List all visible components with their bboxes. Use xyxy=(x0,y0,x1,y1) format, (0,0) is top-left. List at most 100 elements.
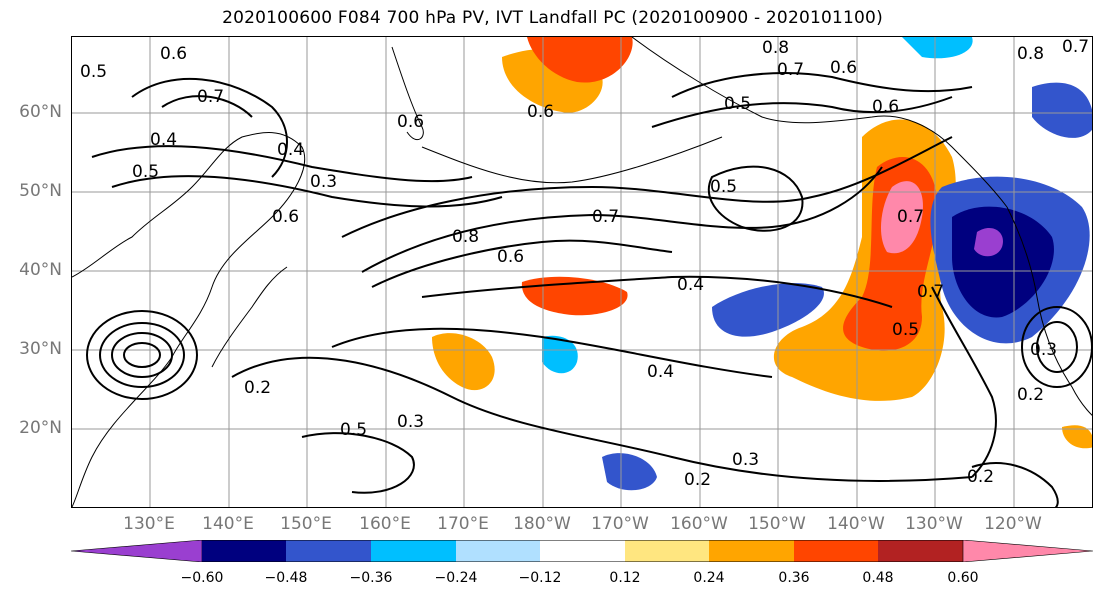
colorbar xyxy=(70,539,1094,563)
contour-east-05 xyxy=(931,286,997,478)
colorbar-segment xyxy=(962,539,1094,563)
contour-label: 0.4 xyxy=(677,275,704,295)
contour-label: 0.6 xyxy=(497,247,524,267)
lon-label-170w: 170°W xyxy=(591,514,649,534)
contour-label: 0.2 xyxy=(684,470,711,490)
contour-alaska-06 xyxy=(651,96,953,128)
colorbar-segment xyxy=(794,540,878,562)
contour-label: 0.5 xyxy=(80,62,107,82)
colorbar-segment xyxy=(709,540,794,562)
contour-north-06 xyxy=(131,77,288,178)
shade-positive-southeast xyxy=(1062,425,1092,449)
contour-label: 0.5 xyxy=(724,94,751,114)
contour-label: 0.6 xyxy=(872,97,899,117)
shading-layer xyxy=(432,37,1092,491)
colorbar-segment xyxy=(625,540,709,562)
shade-negative-max xyxy=(974,227,1003,257)
shade-negative-east-edge xyxy=(1032,82,1092,138)
lon-label-160w: 160°W xyxy=(670,514,728,534)
contour-south-04 xyxy=(421,275,893,308)
contour-label: 0.5 xyxy=(132,162,159,182)
contour-south-03 xyxy=(331,327,773,378)
contour-label: 0.2 xyxy=(244,378,271,398)
contour-jet-08 xyxy=(371,239,673,288)
coast-kamchatka xyxy=(391,46,424,141)
shade-negative-west-pacific xyxy=(712,283,824,337)
contour-label: 0.7 xyxy=(917,282,944,302)
contour-label: 0.8 xyxy=(1017,44,1044,64)
contour-north-05 xyxy=(91,145,473,183)
contour-label: 0.6 xyxy=(160,44,187,64)
contour-label: 0.4 xyxy=(277,140,304,160)
coastlines xyxy=(72,37,1092,507)
lon-label-130w: 130°W xyxy=(905,514,963,534)
map-panel: 0.6 0.5 0.7 0.4 0.4 0.3 0.6 0.5 0.6 0.8 … xyxy=(71,36,1093,508)
colorbar-tick: 0.24 xyxy=(693,570,725,586)
lon-label-160e: 160°E xyxy=(359,514,411,534)
lon-label-150e: 150°E xyxy=(280,514,332,534)
colorbar-segment xyxy=(456,540,540,562)
lon-label-140w: 140°W xyxy=(827,514,885,534)
lat-label-30n: 30°N xyxy=(19,339,62,359)
contour-label: 0.7 xyxy=(197,87,224,107)
shade-positive-bering xyxy=(527,37,633,83)
lat-label-50n: 50°N xyxy=(19,181,62,201)
colorbar-segment xyxy=(878,540,963,562)
contour-jet-06 xyxy=(341,136,953,238)
contour-north-04 xyxy=(111,175,503,208)
contour-label: 0.5 xyxy=(892,320,919,340)
map-title: 2020100600 F084 700 hPa PV, IVT Landfall… xyxy=(222,8,883,28)
contour-south-05 xyxy=(301,432,415,494)
lon-label-120w: 120°W xyxy=(984,514,1042,534)
colorbar-tick: 0.12 xyxy=(609,570,641,586)
lat-label-40n: 40°N xyxy=(19,260,62,280)
lat-label-20n: 20°N xyxy=(19,418,62,438)
colorbar-svg xyxy=(70,539,1094,563)
contour-label: 0.7 xyxy=(777,60,804,80)
contour-label: 0.2 xyxy=(1017,385,1044,405)
lon-label-150w: 150°W xyxy=(748,514,806,534)
contour-label: 0.6 xyxy=(397,112,424,132)
contour-label: 0.6 xyxy=(527,102,554,122)
contour-label: 0.8 xyxy=(762,38,789,58)
contour-label: 0.7 xyxy=(592,207,619,227)
colorbar-tick: 0.60 xyxy=(947,570,979,586)
shade-negative-south-a xyxy=(542,335,578,374)
lon-label-130e: 130°E xyxy=(123,514,175,534)
contour-label: 0.4 xyxy=(647,362,674,382)
contour-south-02 xyxy=(231,356,973,482)
contour-alaska-05 xyxy=(671,72,973,98)
pv-contours xyxy=(91,72,1059,507)
contour-label: 0.2 xyxy=(967,467,994,487)
contour-label: 0.5 xyxy=(710,177,737,197)
contour-label: 0.4 xyxy=(150,130,177,150)
colorbar-tick: 0.36 xyxy=(778,570,810,586)
contour-label: 0.7 xyxy=(897,207,924,227)
coast-asia xyxy=(72,132,306,507)
shade-positive-south xyxy=(432,333,495,391)
shade-positive-max xyxy=(880,181,923,254)
colorbar-tick: −0.24 xyxy=(434,570,478,586)
lat-label-60n: 60°N xyxy=(19,102,62,122)
colorbar-segment xyxy=(70,539,203,563)
colorbar-tick: 0.48 xyxy=(862,570,894,586)
colorbar-segment xyxy=(286,540,371,562)
shade-positive-central xyxy=(521,276,628,316)
lon-label-180w: 180°W xyxy=(513,514,571,534)
shade-negative-south-b xyxy=(602,453,657,491)
colorbar-tick: −0.36 xyxy=(349,570,393,586)
contour-label: 0.3 xyxy=(397,412,424,432)
contour-label: 0.5 xyxy=(340,420,367,440)
contour-label: 0.3 xyxy=(1030,340,1057,360)
contour-central-05 xyxy=(707,165,804,232)
colorbar-tick: −0.60 xyxy=(180,570,224,586)
coast-alaska xyxy=(631,37,1008,208)
lon-label-170e: 170°E xyxy=(437,514,489,534)
coast-japan xyxy=(211,266,288,368)
contour-label: 0.3 xyxy=(310,172,337,192)
graticule xyxy=(72,37,1092,507)
contour-north-07 xyxy=(161,95,253,118)
california-low xyxy=(1021,306,1092,388)
colorbar-segment xyxy=(540,540,625,562)
colorbar-tick: −0.12 xyxy=(518,570,562,586)
